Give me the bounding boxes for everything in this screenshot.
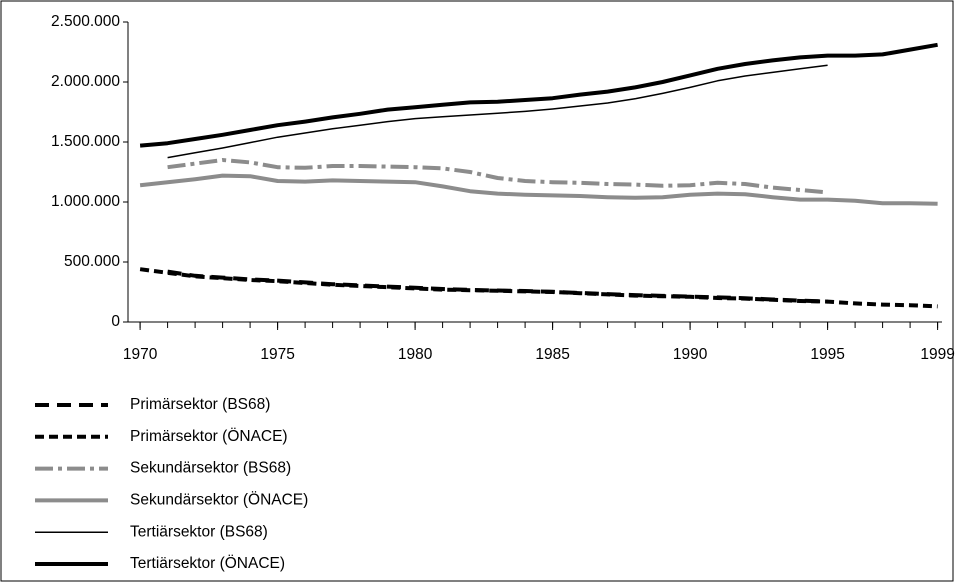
series-line bbox=[139, 42, 938, 148]
x-tick-label: 1980 bbox=[398, 346, 433, 363]
x-tick-label: 1985 bbox=[535, 346, 569, 363]
series-line bbox=[139, 173, 938, 206]
legend-label: Sekundärsektor (ÖNACE) bbox=[130, 490, 308, 508]
x-tick-label: 1970 bbox=[123, 346, 158, 363]
series-line bbox=[167, 64, 828, 159]
x-tick-label: 1995 bbox=[810, 346, 844, 363]
y-tick-label: 500.000 bbox=[64, 253, 120, 270]
series-line bbox=[167, 158, 828, 195]
legend-label: Tertiärsektor (BS68) bbox=[130, 523, 268, 540]
legend-label: Primärsektor (BS68) bbox=[130, 396, 270, 413]
y-tick-label: 0 bbox=[111, 313, 120, 330]
x-tick-label: 1975 bbox=[260, 346, 294, 363]
x-tick-label: 1999 bbox=[920, 346, 954, 363]
series-line bbox=[139, 267, 938, 309]
y-tick-label: 2.500.000 bbox=[51, 13, 120, 30]
legend-label: Sekundärsektor (BS68) bbox=[130, 460, 291, 477]
y-tick-label: 1.500.000 bbox=[51, 133, 120, 150]
x-tick-label: 1990 bbox=[673, 346, 708, 363]
legend-label: Tertiärsektor (ÖNACE) bbox=[130, 554, 285, 572]
y-tick-label: 1.000.000 bbox=[51, 193, 120, 210]
legend-label: Primärsektor (ÖNACE) bbox=[130, 427, 288, 445]
y-tick-label: 2.000.000 bbox=[51, 73, 120, 90]
